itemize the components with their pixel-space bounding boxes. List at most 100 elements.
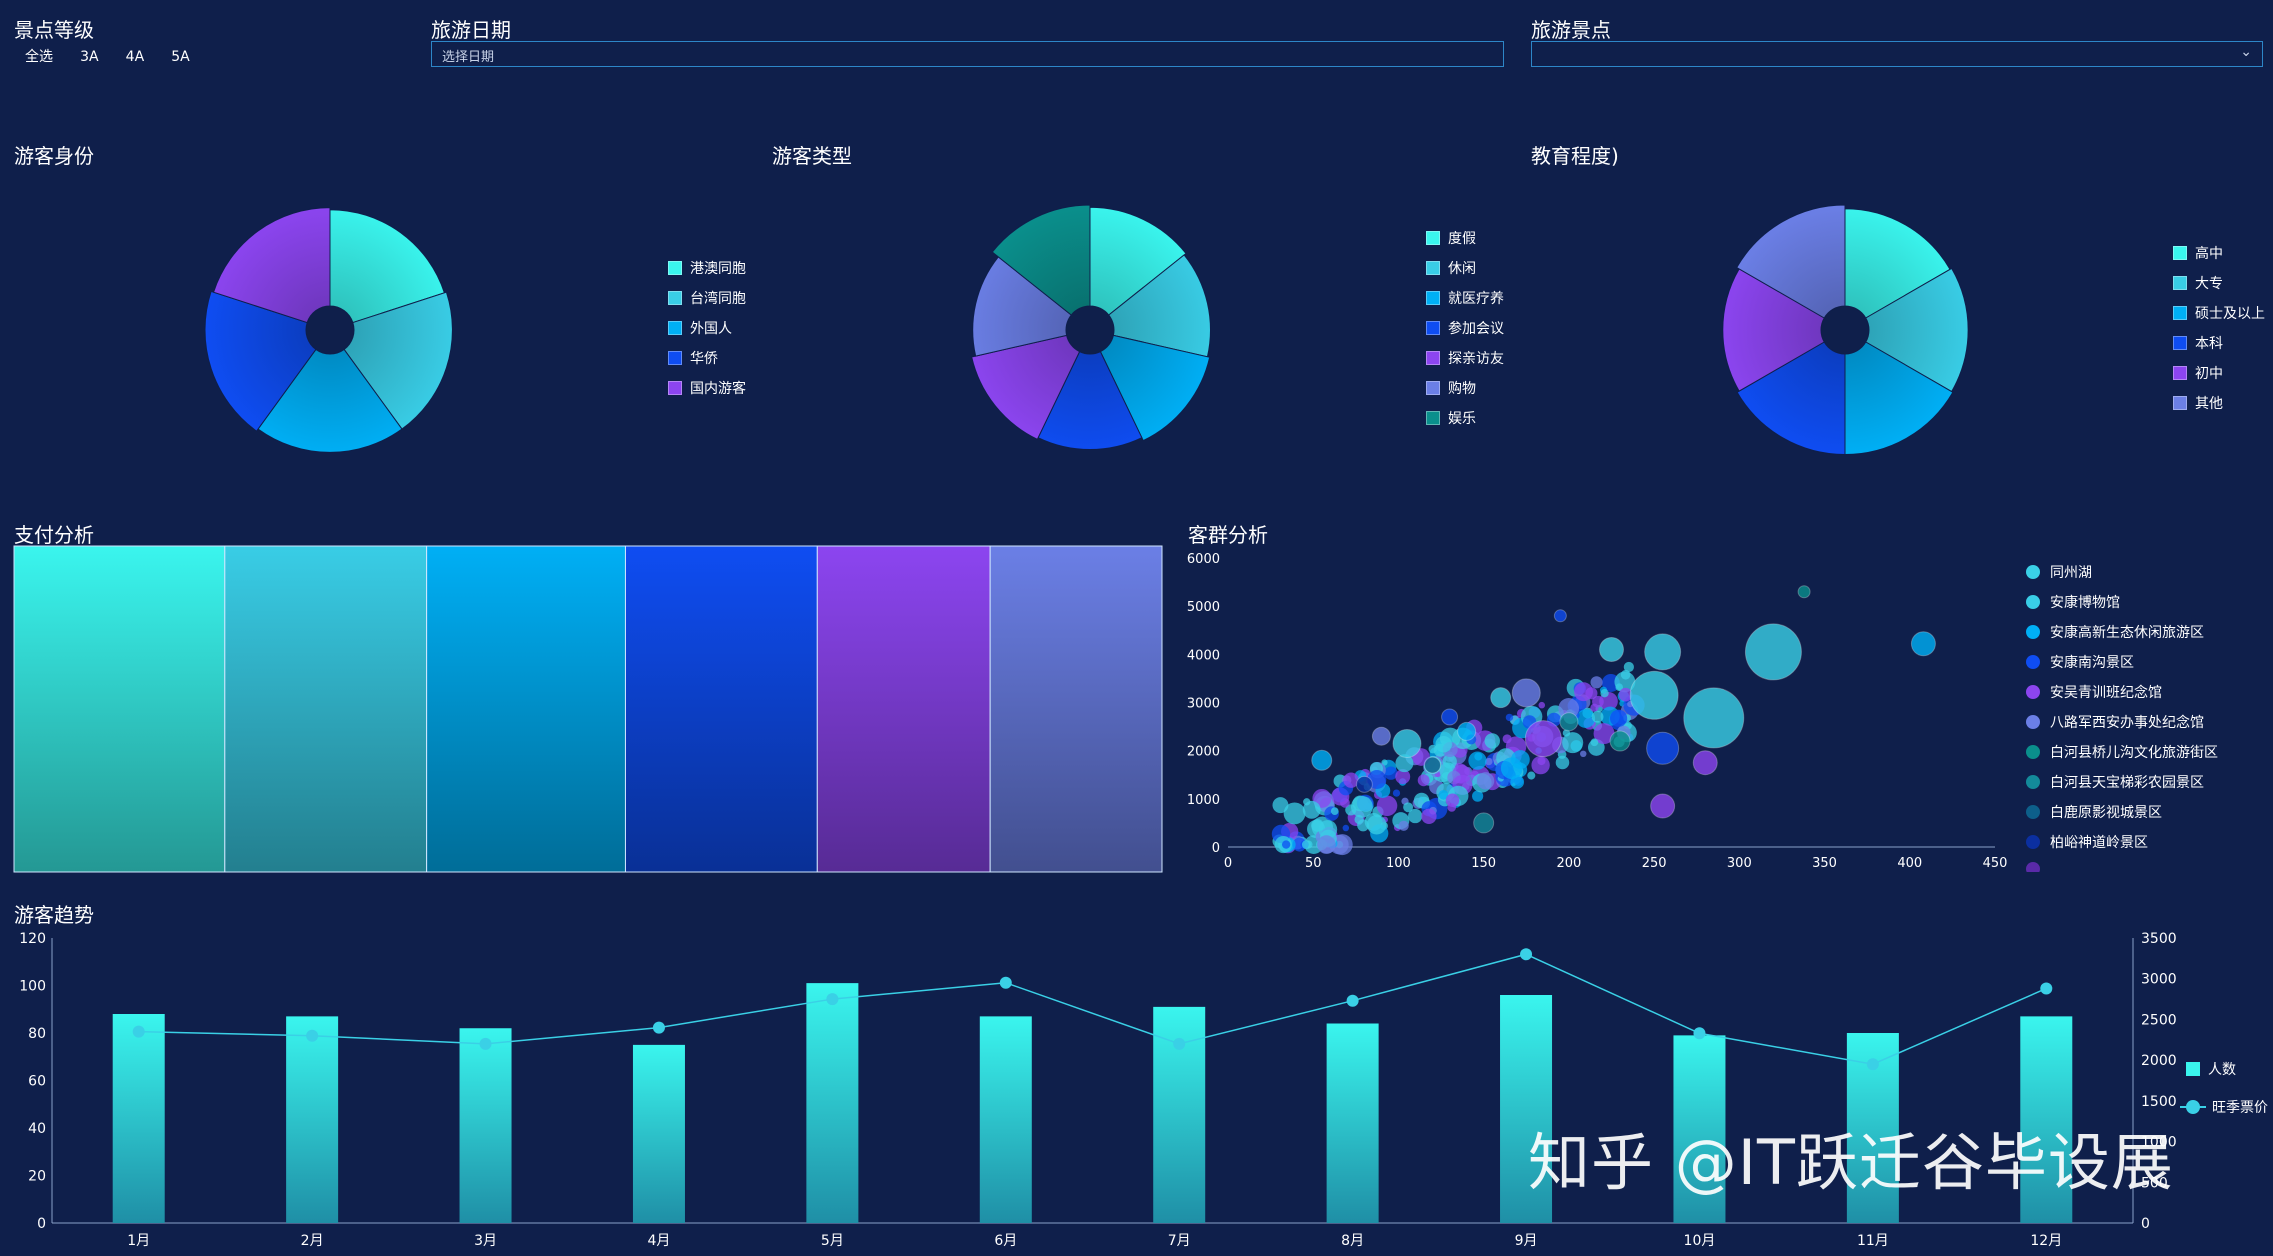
crowd-bubble-0-2[interactable] — [1683, 687, 1745, 749]
level-option-3a[interactable]: 3A — [80, 49, 99, 65]
payment-block-1[interactable] — [224, 545, 428, 873]
crowd-point[interactable] — [1350, 795, 1373, 818]
identity-slice-2[interactable] — [257, 348, 403, 453]
type-slice-1[interactable] — [1108, 254, 1211, 358]
type-legend-item-5[interactable]: 购物 — [1426, 378, 1476, 398]
crowd-bubble-6-0[interactable] — [1797, 585, 1811, 599]
crowd-point[interactable] — [1485, 757, 1493, 766]
education-legend-item-5[interactable]: 其他 — [2173, 393, 2223, 413]
crowd-bubble-1-2[interactable] — [1392, 728, 1422, 758]
trend-price-point-5[interactable] — [999, 976, 1012, 989]
crowd-legend-item-10[interactable] — [2026, 862, 2050, 872]
crowd-point[interactable] — [1417, 774, 1430, 787]
type-legend-item-6[interactable]: 娱乐 — [1426, 408, 1476, 428]
crowd-point[interactable] — [1403, 802, 1414, 813]
crowd-point[interactable] — [1527, 771, 1536, 780]
education-slice-3[interactable] — [1736, 341, 1846, 456]
crowd-point[interactable] — [1590, 738, 1599, 747]
trend-legend-line-label[interactable]: 旺季票价 — [2212, 1100, 2268, 1116]
crowd-point[interactable] — [1505, 713, 1514, 722]
trend-price-point-0[interactable] — [132, 1025, 145, 1038]
crowd-point[interactable] — [1281, 840, 1291, 849]
crowd-point[interactable] — [1538, 701, 1546, 709]
crowd-point[interactable] — [1531, 755, 1550, 775]
crowd-bubble-3-0[interactable] — [1646, 731, 1680, 765]
crowd-point[interactable] — [1620, 669, 1631, 680]
trend-bar-2[interactable] — [459, 1028, 512, 1223]
crowd-point[interactable] — [1580, 750, 1587, 758]
type-legend-item-4[interactable]: 探亲访友 — [1426, 348, 1504, 368]
crowd-bubble-3-2[interactable] — [1441, 708, 1459, 726]
identity-slice-4[interactable] — [212, 207, 331, 324]
type-slice-3[interactable] — [1037, 350, 1143, 451]
crowd-point[interactable] — [1343, 772, 1359, 788]
crowd-point[interactable] — [1318, 820, 1338, 839]
crowd-point[interactable] — [1395, 769, 1411, 785]
crowd-bubble-1-0[interactable] — [1644, 633, 1682, 671]
education-legend-item-2[interactable]: 硕士及以上 — [2173, 303, 2265, 323]
education-legend-item-4[interactable]: 初中 — [2173, 363, 2223, 383]
crowd-legend-item-9[interactable]: 柏峪神道岭景区 — [2026, 832, 2148, 852]
crowd-point[interactable] — [1591, 710, 1604, 723]
type-slice-4[interactable] — [971, 334, 1081, 441]
type-legend-item-3[interactable]: 参加会议 — [1426, 318, 1504, 338]
trend-bar-1[interactable] — [286, 1016, 339, 1223]
crowd-legend-item-6[interactable]: 白河县桥儿沟文化旅游街区 — [2026, 742, 2218, 762]
crowd-point[interactable] — [1484, 733, 1500, 749]
crowd-point[interactable] — [1442, 754, 1457, 769]
trend-price-point-11[interactable] — [2040, 982, 2053, 995]
level-option-5a[interactable]: 5A — [171, 49, 190, 65]
crowd-point[interactable] — [1376, 795, 1398, 817]
education-slice-4[interactable] — [1722, 268, 1825, 392]
crowd-legend-item-3[interactable]: 安康南沟景区 — [2026, 652, 2134, 672]
type-slice-0[interactable] — [1089, 206, 1187, 316]
trend-price-point-8[interactable] — [1520, 948, 1533, 961]
education-slice-5[interactable] — [1736, 204, 1846, 319]
crowd-point[interactable] — [1472, 790, 1484, 802]
education-legend-item-1[interactable]: 大专 — [2173, 273, 2223, 293]
crowd-point[interactable] — [1272, 797, 1289, 814]
crowd-bubble-2-0[interactable] — [1910, 631, 1936, 657]
education-slice-1[interactable] — [1865, 267, 1969, 393]
crowd-point[interactable] — [1500, 757, 1523, 780]
type-slice-6[interactable] — [991, 204, 1091, 316]
crowd-point[interactable] — [1317, 835, 1336, 854]
crowd-bubble-2-1[interactable] — [1311, 749, 1333, 771]
crowd-legend-item-0[interactable]: 同州湖 — [2026, 562, 2092, 582]
crowd-bubble-4-1[interactable] — [1692, 750, 1718, 776]
crowd-point[interactable] — [1618, 687, 1633, 702]
spot-select[interactable]: ⌄ — [1531, 41, 2263, 67]
trend-bar-3[interactable] — [632, 1044, 685, 1223]
crowd-point[interactable] — [1590, 676, 1603, 689]
identity-legend-item-4[interactable]: 国内游客 — [668, 378, 746, 398]
payment-block-0[interactable] — [13, 545, 226, 873]
type-legend-item-1[interactable]: 休闲 — [1426, 258, 1476, 278]
crowd-point[interactable] — [1593, 723, 1615, 745]
crowd-legend-item-5[interactable]: 八路军西安办事处纪念馆 — [2026, 712, 2204, 732]
crowd-point[interactable] — [1445, 793, 1460, 808]
trend-price-point-7[interactable] — [1346, 994, 1359, 1007]
date-picker-input[interactable]: 选择日期 — [431, 41, 1504, 67]
education-slice-2[interactable] — [1844, 341, 1954, 456]
crowd-bubble-2-2[interactable] — [1457, 721, 1477, 741]
type-legend-item-0[interactable]: 度假 — [1426, 228, 1476, 248]
trend-bar-5[interactable] — [979, 1016, 1032, 1223]
crowd-point[interactable] — [1421, 808, 1437, 824]
crowd-point[interactable] — [1384, 766, 1398, 780]
payment-block-2[interactable] — [426, 545, 626, 873]
crowd-point[interactable] — [1428, 744, 1438, 754]
trend-bar-7[interactable] — [1326, 1023, 1379, 1224]
education-legend-item-3[interactable]: 本科 — [2173, 333, 2223, 353]
trend-price-point-6[interactable] — [1173, 1037, 1186, 1050]
payment-block-3[interactable] — [624, 545, 818, 873]
crowd-bubble-5-1[interactable] — [1371, 726, 1391, 746]
crowd-bubble-5-0[interactable] — [1511, 678, 1541, 708]
trend-bar-9[interactable] — [1673, 1035, 1726, 1223]
crowd-bubble-8-0[interactable] — [1424, 756, 1442, 774]
type-legend-item-2[interactable]: 就医疗养 — [1426, 288, 1504, 308]
type-slice-2[interactable] — [1099, 334, 1211, 442]
trend-price-point-9[interactable] — [1693, 1027, 1706, 1040]
crowd-bubble-6-1[interactable] — [1609, 730, 1631, 752]
trend-price-point-2[interactable] — [479, 1037, 492, 1050]
crowd-bubble-7-1[interactable] — [1559, 712, 1579, 732]
